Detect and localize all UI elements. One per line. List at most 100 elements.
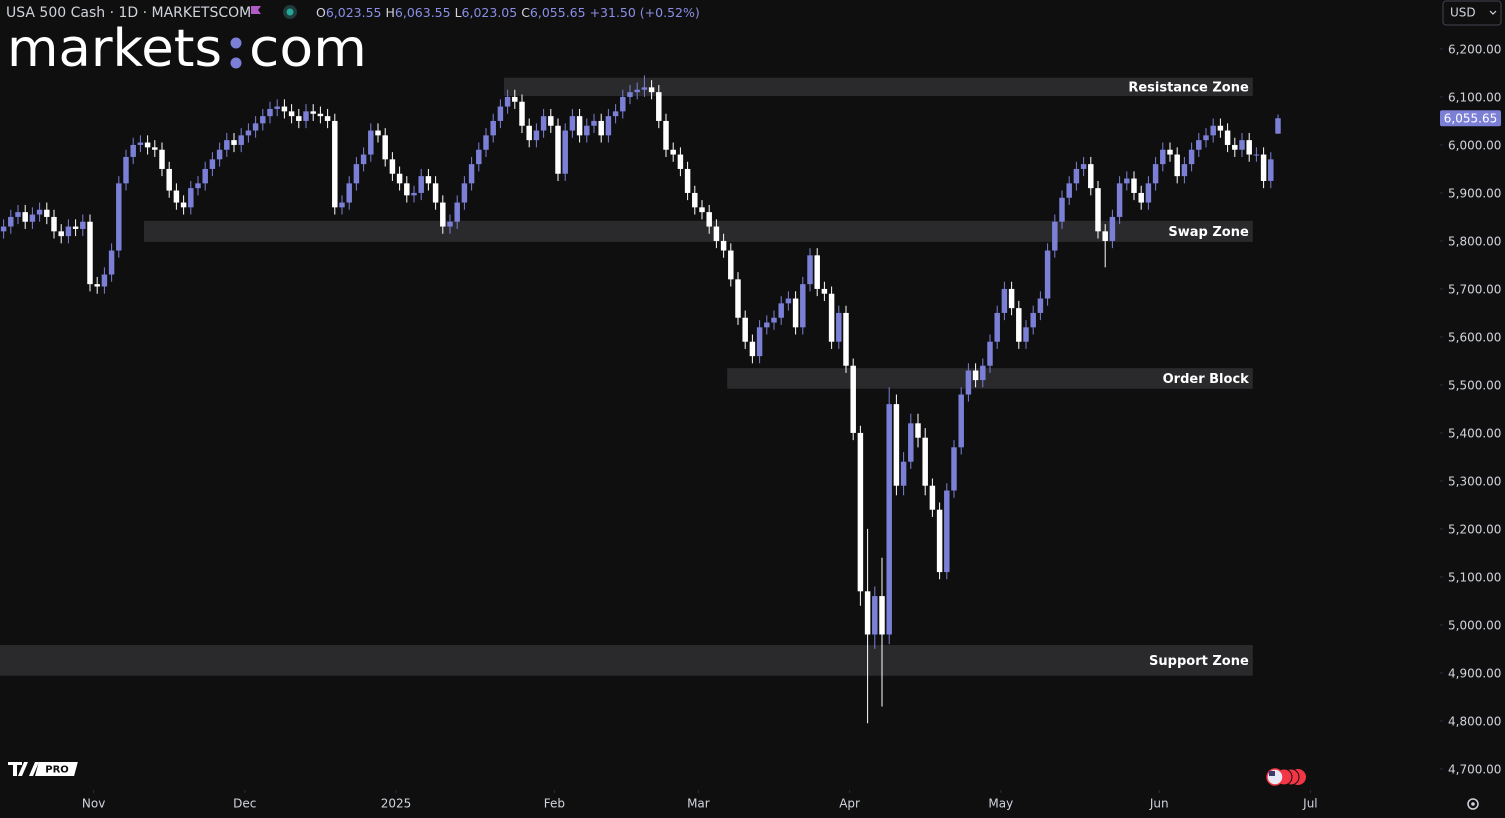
candle-body [1116, 183, 1123, 217]
candle-body [274, 106, 280, 109]
candle-body [425, 176, 432, 184]
y-tick-label: 6,200.00 [1448, 42, 1501, 56]
logo-left: markets [7, 19, 222, 79]
candle-body [1181, 164, 1188, 177]
low-value: 6,023.05 [462, 5, 518, 20]
candle-body [720, 240, 727, 251]
currency-caret[interactable] [1489, 10, 1497, 15]
candle-body [692, 192, 698, 208]
candle-body [512, 96, 518, 102]
candle-body [490, 120, 496, 136]
candle-body [8, 216, 14, 227]
candle-body [202, 168, 208, 184]
candle-body [173, 190, 180, 203]
x-tick-label: Jul [1302, 797, 1317, 811]
candle-body [288, 111, 295, 117]
candle-body [483, 135, 489, 150]
candle-body [1102, 231, 1108, 241]
candle-body [814, 255, 820, 289]
candle-body [713, 226, 720, 241]
candle-body [15, 212, 21, 217]
candle-body [598, 120, 604, 136]
candle-body [166, 168, 172, 191]
x-tick-label: 2025 [381, 797, 412, 811]
y-tick-label: 5,700.00 [1448, 282, 1501, 296]
candle-body [324, 116, 331, 121]
x-tick-label: Feb [544, 797, 565, 811]
candle-body [908, 423, 914, 462]
candle-body [44, 209, 50, 217]
x-tick-label: Jun [1149, 797, 1169, 811]
candle-body [728, 250, 734, 280]
flag-icon [251, 6, 261, 14]
candle-body [0, 226, 7, 232]
candle-body [1203, 135, 1209, 141]
candle-body [555, 125, 561, 174]
tv-logo [8, 762, 39, 776]
candle-body [605, 116, 612, 136]
change-value: +31.50 (+0.52%) [590, 5, 700, 20]
candle-body [188, 188, 194, 208]
candle-body [1167, 149, 1173, 155]
candle-body [807, 255, 813, 285]
flag-canton [1269, 771, 1275, 776]
candle-body [339, 202, 345, 208]
candle-body [612, 111, 619, 117]
candle-body [771, 317, 777, 323]
candle-body [1188, 149, 1195, 165]
candle-body [238, 135, 244, 145]
logo-dot [230, 37, 242, 49]
candle-body [836, 312, 842, 342]
candle-body [533, 130, 540, 141]
candle-body [382, 135, 388, 160]
candle-body [526, 125, 532, 141]
ohlc-header: O6,023.55 H6,063.55 L6,023.05 C6,055.65 … [316, 5, 700, 20]
close-label: C [521, 5, 530, 20]
candle-body [785, 298, 792, 304]
candle-body [548, 116, 554, 126]
candle-body [994, 312, 1000, 342]
candle-body [627, 92, 633, 97]
candle-body [296, 116, 302, 121]
candle-body [144, 142, 151, 148]
candle-body [1253, 154, 1260, 156]
candle-body [1124, 178, 1130, 184]
candle-body [375, 130, 381, 136]
zone [144, 220, 1253, 242]
y-tick-label: 5,000.00 [1448, 618, 1501, 632]
settings-icon[interactable] [1467, 798, 1479, 810]
candle-body [828, 293, 835, 342]
candle-body [332, 120, 338, 208]
event-icons[interactable] [1266, 768, 1306, 786]
candle-body [22, 212, 28, 222]
candle-body [821, 288, 828, 294]
candle-body [303, 111, 309, 121]
candle-body [900, 461, 907, 486]
candle-body [353, 164, 360, 184]
candle-body [389, 159, 396, 174]
zone-label: Swap Zone [1168, 225, 1249, 240]
candle-body [476, 149, 482, 165]
candle-body [447, 221, 453, 227]
y-tick-label: 5,500.00 [1448, 378, 1501, 392]
candle-body [101, 274, 108, 287]
candle-body [1217, 125, 1224, 131]
candle-body [1239, 140, 1245, 150]
y-tick-label: 5,100.00 [1448, 570, 1501, 584]
candle-body [130, 144, 136, 157]
currency-button[interactable] [1442, 0, 1502, 26]
candle-body [929, 485, 936, 510]
candle-body [850, 365, 856, 433]
candle-body [1044, 250, 1051, 299]
logo-dot [230, 57, 242, 69]
candle-body [677, 154, 684, 169]
currency-label[interactable]: USD [1450, 6, 1476, 20]
candle-body [440, 202, 446, 227]
badge-text: PRO [45, 765, 69, 776]
candle-body [252, 123, 259, 131]
candle-body [1275, 118, 1281, 134]
candle-body [72, 226, 79, 229]
candle-body [944, 490, 950, 573]
